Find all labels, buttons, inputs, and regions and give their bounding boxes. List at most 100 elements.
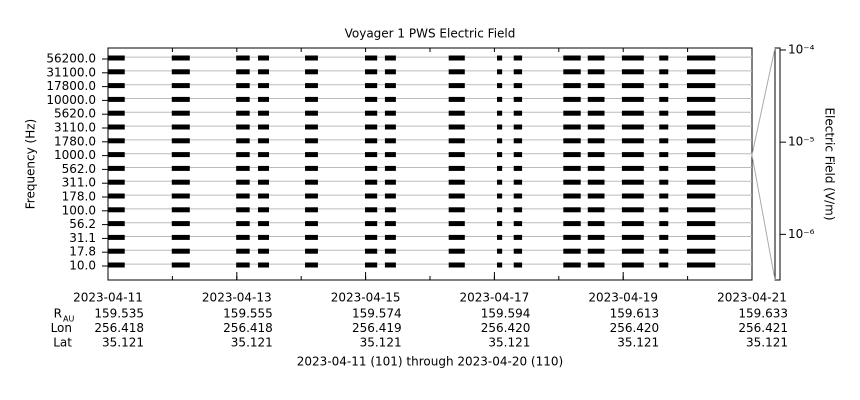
x-tick-label: 2023-04-21 xyxy=(717,291,787,305)
ephemeris-value: 35.121 xyxy=(102,336,144,350)
ephemeris-value: 35.121 xyxy=(488,336,530,350)
data-block xyxy=(621,83,644,89)
y-tick-label: 10000.0 xyxy=(46,93,96,107)
data-block xyxy=(659,248,669,254)
data-block xyxy=(448,110,465,116)
data-block xyxy=(384,179,396,185)
data-block xyxy=(621,234,644,240)
data-block xyxy=(448,165,465,171)
data-block xyxy=(686,83,716,89)
data-block xyxy=(587,262,605,268)
data-block xyxy=(384,138,396,144)
data-block xyxy=(587,83,605,89)
ephemeris-label: Lon xyxy=(51,321,72,335)
data-block xyxy=(513,124,523,130)
data-block xyxy=(659,96,669,102)
data-block xyxy=(384,234,396,240)
data-block xyxy=(364,248,378,254)
data-block xyxy=(305,262,318,268)
data-block xyxy=(171,110,190,116)
y-axis-label: Frequency (Hz) xyxy=(24,119,38,210)
ephemeris-value: 256.418 xyxy=(223,321,273,335)
data-block xyxy=(108,248,125,254)
data-block xyxy=(587,179,605,185)
data-block xyxy=(258,152,269,158)
data-block xyxy=(364,55,378,61)
data-block xyxy=(621,152,644,158)
data-block xyxy=(108,234,125,240)
data-block xyxy=(384,262,396,268)
data-block xyxy=(659,110,669,116)
data-block xyxy=(236,193,250,199)
data-block xyxy=(496,69,503,75)
ephemeris-value: 256.418 xyxy=(94,321,144,335)
data-block xyxy=(513,138,523,144)
data-block xyxy=(496,234,503,240)
data-block xyxy=(258,234,269,240)
data-block xyxy=(496,165,503,171)
data-block xyxy=(236,165,250,171)
data-block xyxy=(448,83,465,89)
y-tick-label: 31.1 xyxy=(69,231,96,245)
y-tick-label: 10.0 xyxy=(69,259,96,273)
data-block xyxy=(686,138,716,144)
data-block xyxy=(496,138,503,144)
ephemeris-value: 256.420 xyxy=(481,321,531,335)
data-block xyxy=(587,221,605,227)
chart-subtitle: 2023-04-11 (101) through 2023-04-20 (110… xyxy=(297,355,563,369)
data-block xyxy=(496,207,503,213)
data-block xyxy=(236,96,250,102)
data-block xyxy=(108,110,125,116)
data-block xyxy=(384,152,396,158)
data-block xyxy=(171,152,190,158)
y-tick-label: 562.0 xyxy=(62,162,96,176)
ephemeris-value: 159.535 xyxy=(94,307,144,321)
data-block xyxy=(171,221,190,227)
x-tick-label: 2023-04-19 xyxy=(588,291,658,305)
plot-frame xyxy=(107,47,753,281)
data-block xyxy=(305,83,318,89)
data-block xyxy=(686,248,716,254)
data-block xyxy=(513,96,523,102)
data-block xyxy=(108,55,125,61)
data-block xyxy=(258,165,269,171)
data-block xyxy=(236,124,250,130)
data-block xyxy=(448,69,465,75)
data-block xyxy=(108,96,125,102)
data-block xyxy=(236,55,250,61)
data-block xyxy=(513,179,523,185)
data-block xyxy=(621,165,644,171)
data-block xyxy=(513,248,523,254)
data-block xyxy=(621,110,644,116)
data-block xyxy=(513,83,523,89)
data-block xyxy=(563,69,581,75)
data-block xyxy=(171,83,190,89)
data-block xyxy=(621,55,644,61)
data-block xyxy=(659,262,669,268)
data-block xyxy=(305,110,318,116)
ephemeris-label: Lat xyxy=(53,336,72,350)
data-block xyxy=(686,193,716,199)
data-block xyxy=(513,221,523,227)
data-block xyxy=(305,96,318,102)
data-block xyxy=(108,262,125,268)
data-block xyxy=(236,207,250,213)
data-block xyxy=(621,248,644,254)
ephemeris-value: 256.421 xyxy=(738,321,788,335)
data-block xyxy=(364,193,378,199)
data-block xyxy=(448,138,465,144)
data-block xyxy=(364,179,378,185)
data-block xyxy=(258,221,269,227)
data-block xyxy=(171,234,190,240)
data-block xyxy=(305,69,318,75)
data-block xyxy=(448,152,465,158)
ephemeris-value: 159.555 xyxy=(223,307,273,321)
data-block xyxy=(258,262,269,268)
data-block xyxy=(587,193,605,199)
data-block xyxy=(171,96,190,102)
y-tick-label: 17.8 xyxy=(69,245,96,259)
data-block xyxy=(236,221,250,227)
data-block xyxy=(659,193,669,199)
ephemeris-label: R xyxy=(54,307,62,321)
